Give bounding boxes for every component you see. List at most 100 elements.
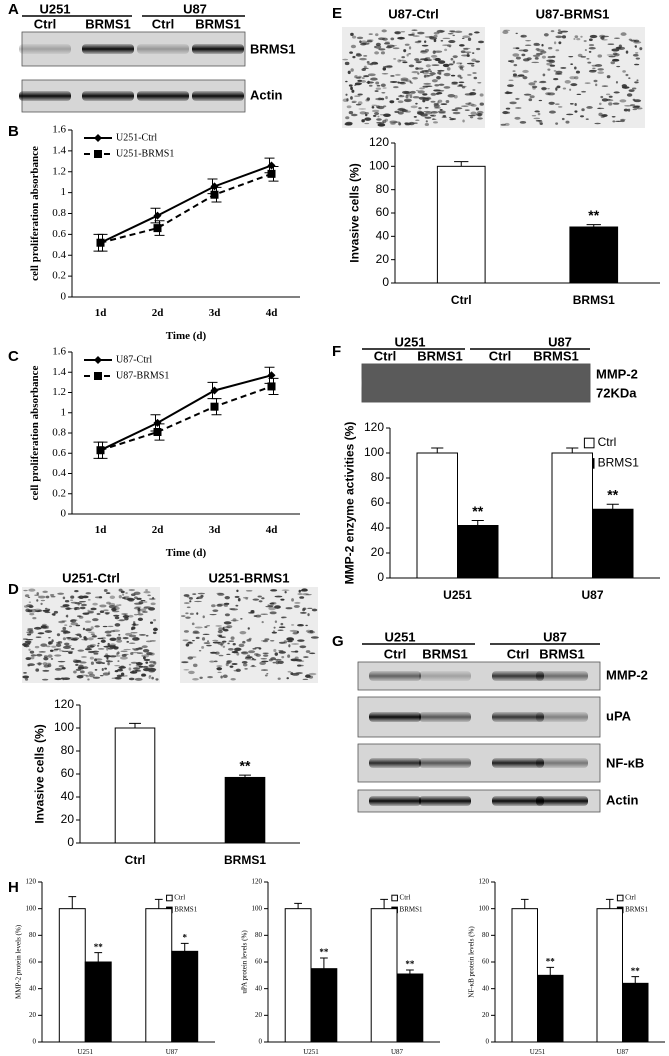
cell xyxy=(453,95,458,99)
cell xyxy=(206,644,212,647)
cell xyxy=(346,98,349,102)
cell xyxy=(462,119,465,123)
micrograph-label: U251-BRMS1 xyxy=(209,570,290,585)
cell xyxy=(424,97,430,102)
y-tick-label: 40 xyxy=(255,984,263,992)
micrograph-label: U251-Ctrl xyxy=(62,570,120,585)
y-tick-label: 20 xyxy=(371,545,385,559)
marker xyxy=(267,169,276,178)
cell xyxy=(153,618,157,622)
cell xyxy=(476,47,481,51)
cell xyxy=(203,642,211,645)
cell xyxy=(515,32,518,35)
bar xyxy=(171,950,199,1043)
cell xyxy=(303,656,309,658)
cell xyxy=(595,83,598,87)
cell xyxy=(549,64,556,67)
cell xyxy=(51,645,57,648)
cell xyxy=(216,665,223,667)
cell xyxy=(118,634,121,636)
cell xyxy=(86,611,94,614)
cell xyxy=(131,648,136,650)
cell xyxy=(152,631,157,635)
cell xyxy=(438,83,445,86)
cell xyxy=(277,677,281,680)
cell xyxy=(137,610,141,614)
cell xyxy=(114,616,120,620)
cell xyxy=(570,63,574,65)
cell xyxy=(76,674,84,679)
y-tick-label: 0 xyxy=(259,1038,263,1046)
error-bar xyxy=(520,898,529,909)
cell xyxy=(83,636,87,640)
cell xyxy=(43,657,49,661)
cell xyxy=(412,35,420,37)
cell xyxy=(213,660,218,663)
group-label: U87 xyxy=(183,1,207,16)
cell xyxy=(375,81,380,85)
cell xyxy=(87,609,90,612)
x-tick-label: 4d xyxy=(266,307,278,319)
cell xyxy=(188,641,192,644)
cell xyxy=(274,620,278,623)
cell xyxy=(259,661,266,665)
cell xyxy=(359,40,362,44)
cell xyxy=(566,113,574,116)
cell xyxy=(606,99,614,102)
cell xyxy=(249,659,257,661)
legend-label: Ctrl xyxy=(625,894,636,902)
y-tick-label: 0.6 xyxy=(52,228,66,240)
cell xyxy=(447,94,455,98)
error-bar xyxy=(320,957,328,969)
cell xyxy=(622,70,626,73)
cell xyxy=(223,628,229,632)
cell xyxy=(396,98,400,100)
cell xyxy=(523,93,532,96)
cell xyxy=(576,93,582,96)
cell xyxy=(344,61,350,66)
cell xyxy=(197,592,206,595)
cell xyxy=(546,62,553,66)
lane-label: BRMS1 xyxy=(195,16,241,31)
cell xyxy=(212,641,221,644)
cell xyxy=(42,590,48,593)
y-tick-label: 0 xyxy=(67,835,74,849)
cell xyxy=(143,656,146,660)
bar xyxy=(416,452,458,579)
cell xyxy=(141,654,144,657)
x-tick-label: 3d xyxy=(209,307,221,319)
cell xyxy=(634,63,640,66)
bar xyxy=(284,908,312,1043)
cell xyxy=(410,105,418,109)
cell xyxy=(131,651,139,654)
cell xyxy=(143,607,150,609)
cell xyxy=(576,37,581,41)
cell xyxy=(411,70,419,74)
cell xyxy=(394,31,402,35)
cell xyxy=(588,38,593,42)
cell xyxy=(40,625,48,629)
cell xyxy=(474,31,480,34)
cell xyxy=(248,650,256,654)
cell xyxy=(65,645,72,647)
cell xyxy=(40,602,43,606)
cell xyxy=(113,614,120,617)
cell xyxy=(194,626,203,629)
cell xyxy=(446,67,451,71)
cell xyxy=(367,73,376,77)
cell xyxy=(220,675,223,679)
cell xyxy=(371,105,375,109)
cell xyxy=(514,116,521,120)
cell xyxy=(614,37,620,39)
x-tick-label: BRMS1 xyxy=(573,293,615,307)
cell xyxy=(40,643,48,647)
group-label: U87 xyxy=(543,629,567,644)
cell xyxy=(219,636,227,638)
cell xyxy=(297,593,304,596)
cell xyxy=(515,98,519,100)
cell xyxy=(352,55,356,59)
cell xyxy=(27,642,31,645)
cell xyxy=(23,605,29,608)
cell xyxy=(413,116,417,118)
cell xyxy=(27,663,35,667)
